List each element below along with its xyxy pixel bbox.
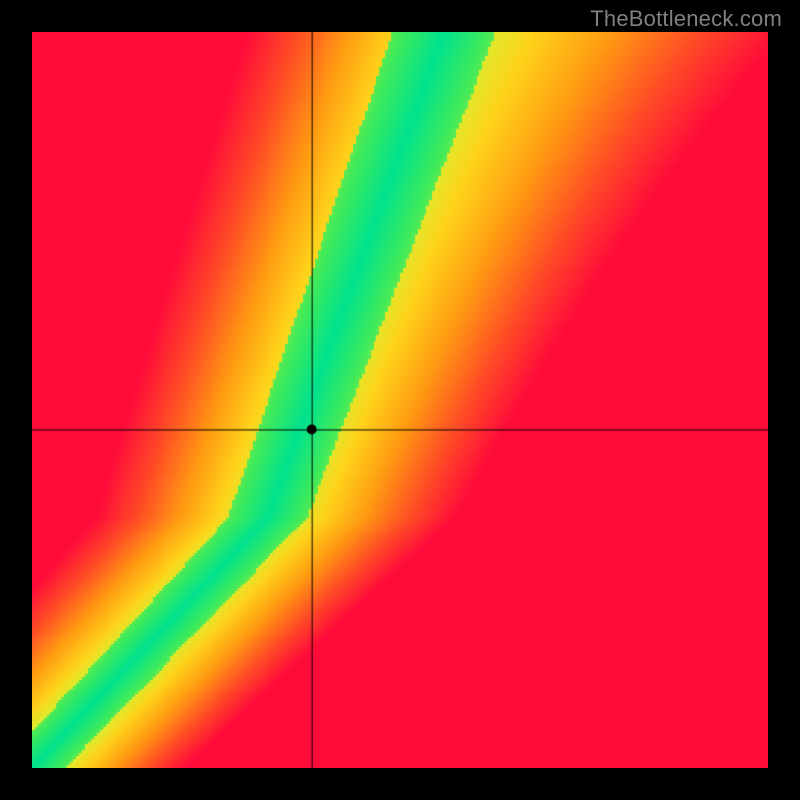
watermark-text: TheBottleneck.com	[590, 6, 782, 32]
bottleneck-heatmap	[32, 32, 768, 768]
